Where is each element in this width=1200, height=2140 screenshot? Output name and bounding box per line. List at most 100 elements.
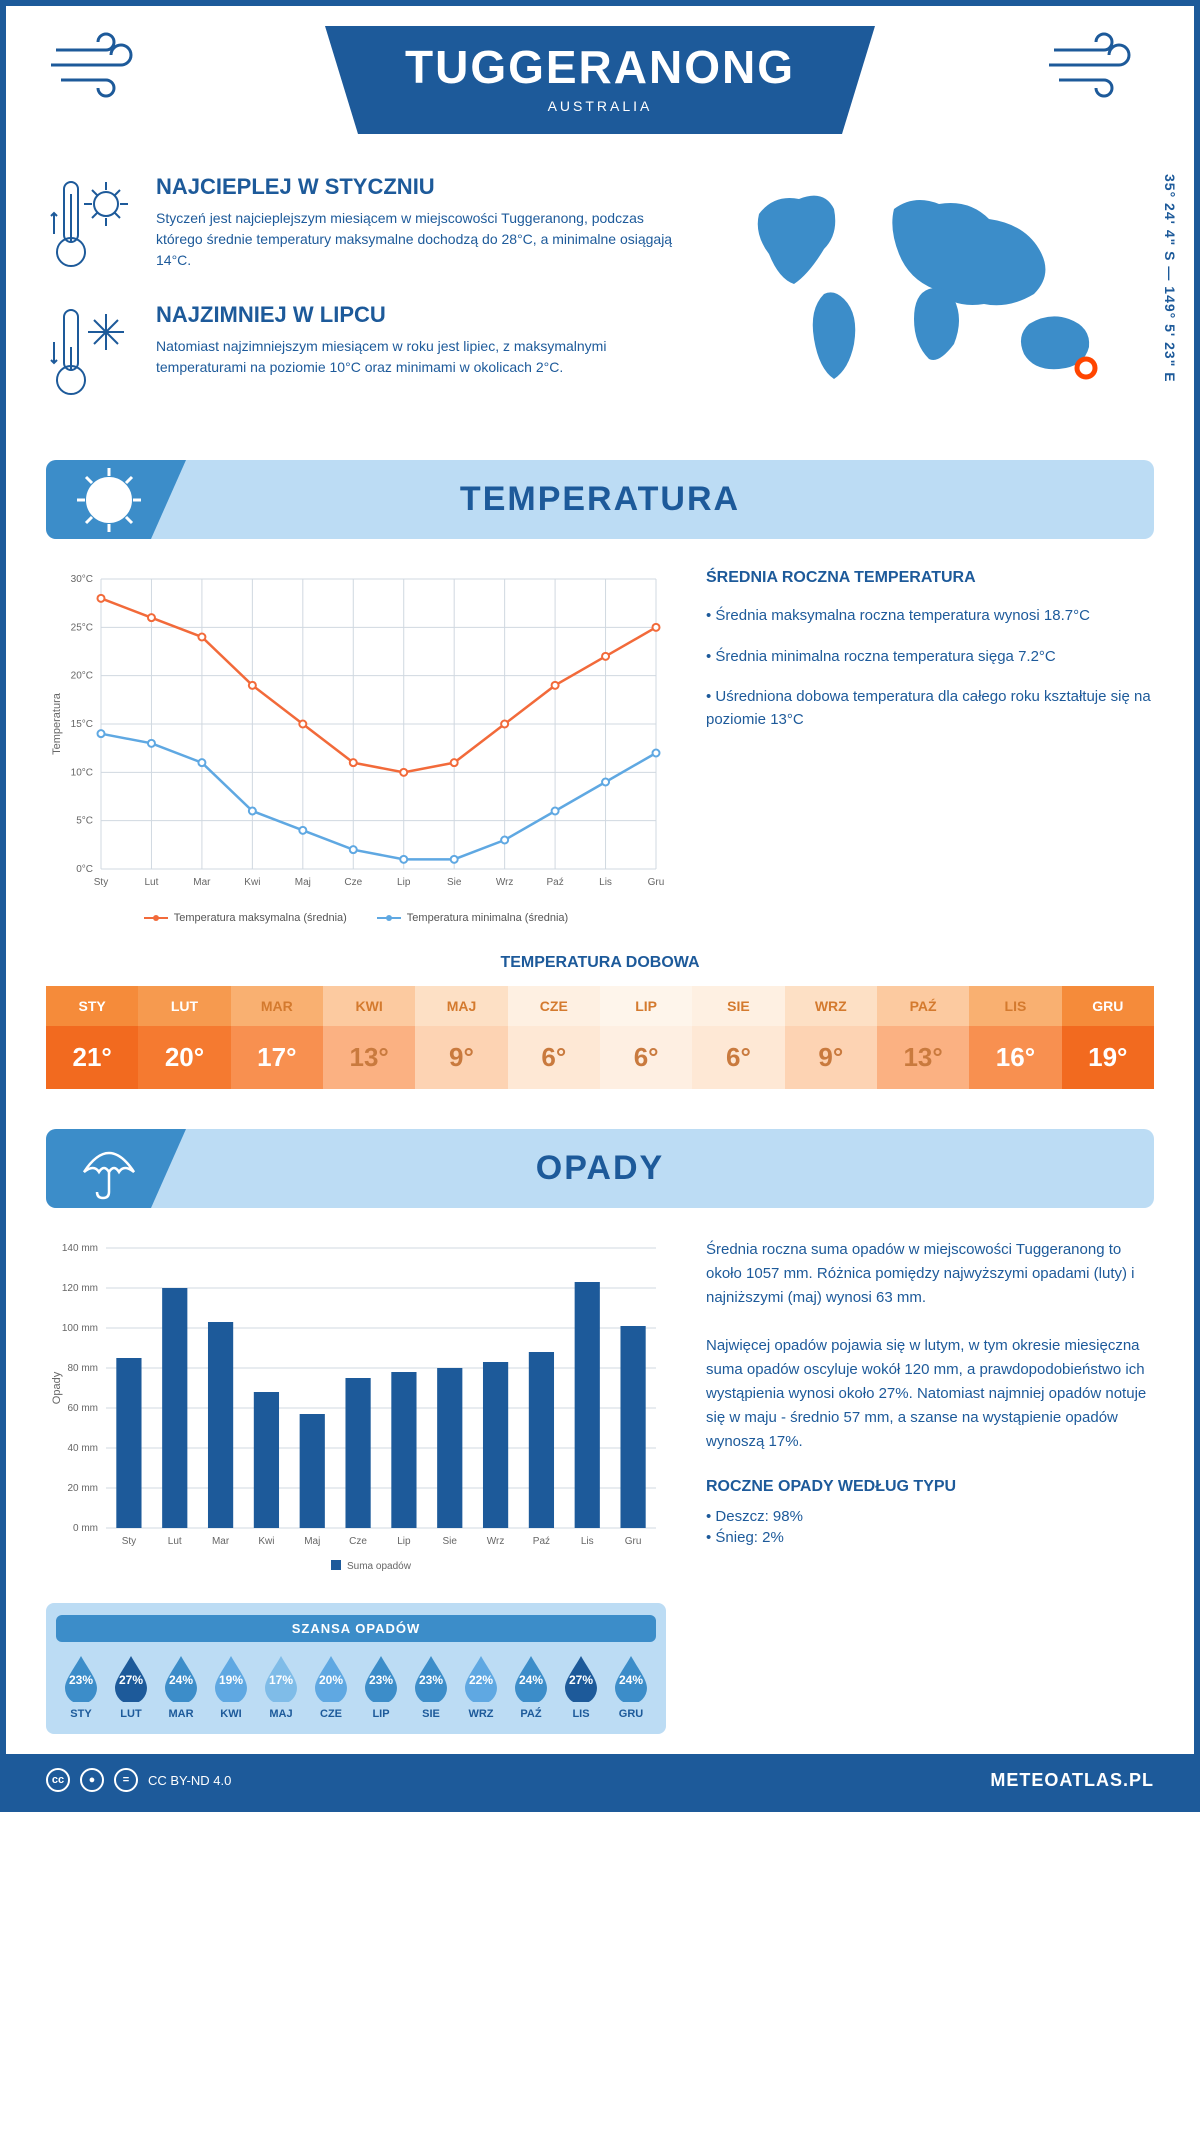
hottest-block: NAJCIEPLEJ W STYCZNIU Styczeń jest najci… <box>46 174 684 274</box>
legend-min: Temperatura minimalna (średnia) <box>377 912 568 924</box>
drop-icon: 27% <box>111 1654 151 1702</box>
drop-icon: 24% <box>611 1654 651 1702</box>
temp-legend: Temperatura maksymalna (średnia) Tempera… <box>46 912 666 924</box>
hottest-title: NAJCIEPLEJ W STYCZNIU <box>156 174 684 200</box>
hottest-desc: Styczeń jest najcieplejszym miesiącem w … <box>156 208 684 271</box>
daily-cell: MAR17° <box>231 986 323 1089</box>
temp-bullet-1: • Średnia maksymalna roczna temperatura … <box>706 605 1154 628</box>
chance-cell: 27%LUT <box>106 1654 156 1720</box>
precip-rain: • Deszcz: 98% <box>706 1508 1154 1525</box>
coldest-block: NAJZIMNIEJ W LIPCU Natomiast najzimniejs… <box>46 302 684 402</box>
svg-text:15°C: 15°C <box>71 719 93 730</box>
daily-cell: STY21° <box>46 986 138 1089</box>
chance-cell: 24%MAR <box>156 1654 206 1720</box>
by-icon: ● <box>80 1768 104 1792</box>
daily-cell: KWI13° <box>323 986 415 1089</box>
svg-text:60 mm: 60 mm <box>67 1403 98 1414</box>
map-container: 35° 24' 4" S — 149° 5' 23" E <box>714 174 1154 430</box>
footer: cc ● = CC BY-ND 4.0 METEOATLAS.PL <box>6 1754 1194 1806</box>
sun-icon <box>74 465 144 535</box>
temp-heading: TEMPERATURA <box>66 480 1134 519</box>
daily-cell: LUT20° <box>138 986 230 1089</box>
temp-section-banner: TEMPERATURA <box>46 460 1154 539</box>
svg-text:5°C: 5°C <box>76 816 93 827</box>
svg-text:Wrz: Wrz <box>496 877 514 888</box>
precip-row: 0 mm20 mm40 mm60 mm80 mm100 mm120 mm140 … <box>6 1238 1194 1754</box>
svg-text:Paź: Paź <box>546 877 563 888</box>
city-name: TUGGERANONG <box>405 40 795 94</box>
svg-text:Lis: Lis <box>581 1536 594 1547</box>
svg-text:Opady: Opady <box>51 1371 63 1404</box>
intro-facts: NAJCIEPLEJ W STYCZNIU Styczeń jest najci… <box>46 174 684 430</box>
coldest-title: NAJZIMNIEJ W LIPCU <box>156 302 684 328</box>
chance-cell: 23%STY <box>56 1654 106 1720</box>
svg-text:0°C: 0°C <box>76 864 93 875</box>
chance-row: 23%STY27%LUT24%MAR19%KWI17%MAJ20%CZE23%L… <box>56 1654 656 1720</box>
svg-text:Sie: Sie <box>447 877 462 888</box>
svg-text:10°C: 10°C <box>71 767 93 778</box>
drop-icon: 17% <box>261 1654 301 1702</box>
precip-snow: • Śnieg: 2% <box>706 1529 1154 1546</box>
drop-icon: 24% <box>511 1654 551 1702</box>
svg-text:Temperatura: Temperatura <box>51 692 63 755</box>
svg-text:Lip: Lip <box>397 1536 411 1547</box>
daily-cell: WRZ9° <box>785 986 877 1089</box>
svg-text:Mar: Mar <box>212 1536 230 1547</box>
precip-para-1: Średnia roczna suma opadów w miejscowośc… <box>706 1238 1154 1310</box>
svg-text:Kwi: Kwi <box>244 877 260 888</box>
precip-chance-box: SZANSA OPADÓW 23%STY27%LUT24%MAR19%KWI17… <box>46 1603 666 1734</box>
svg-text:100 mm: 100 mm <box>62 1323 98 1334</box>
temp-summary-title: ŚREDNIA ROCZNA TEMPERATURA <box>706 569 1154 587</box>
chance-cell: 24%GRU <box>606 1654 656 1720</box>
chance-title: SZANSA OPADÓW <box>56 1615 656 1642</box>
drop-icon: 22% <box>461 1654 501 1702</box>
world-map-icon <box>714 174 1154 404</box>
chance-cell: 22%WRZ <box>456 1654 506 1720</box>
daily-cell: SIE6° <box>692 986 784 1089</box>
temp-summary: ŚREDNIA ROCZNA TEMPERATURA • Średnia mak… <box>706 569 1154 924</box>
drop-icon: 27% <box>561 1654 601 1702</box>
precip-right-col: Średnia roczna suma opadów w miejscowośc… <box>706 1238 1154 1734</box>
svg-text:Lut: Lut <box>168 1536 182 1547</box>
daily-cell: LIP6° <box>600 986 692 1089</box>
country-name: AUSTRALIA <box>405 98 795 114</box>
drop-icon: 23% <box>61 1654 101 1702</box>
daily-cell: LIS16° <box>969 986 1061 1089</box>
daily-cell: CZE6° <box>508 986 600 1089</box>
nd-icon: = <box>114 1768 138 1792</box>
drop-icon: 19% <box>211 1654 251 1702</box>
svg-text:Cze: Cze <box>344 877 362 888</box>
precip-section-banner: OPADY <box>46 1129 1154 1208</box>
temp-bullet-2: • Średnia minimalna roczna temperatura s… <box>706 646 1154 669</box>
svg-text:Wrz: Wrz <box>487 1536 505 1547</box>
coordinates: 35° 24' 4" S — 149° 5' 23" E <box>1162 174 1178 383</box>
chance-cell: 20%CZE <box>306 1654 356 1720</box>
thermometer-cold-icon <box>46 302 136 402</box>
temp-bullet-3: • Uśredniona dobowa temperatura dla całe… <box>706 686 1154 731</box>
legend-max: Temperatura maksymalna (średnia) <box>144 912 347 924</box>
wind-icon <box>1044 30 1154 100</box>
chance-cell: 19%KWI <box>206 1654 256 1720</box>
chance-cell: 23%LIP <box>356 1654 406 1720</box>
daily-cell: GRU19° <box>1062 986 1154 1089</box>
svg-text:Sty: Sty <box>94 877 108 888</box>
svg-text:0 mm: 0 mm <box>73 1523 98 1534</box>
svg-text:Lip: Lip <box>397 877 411 888</box>
svg-text:Kwi: Kwi <box>258 1536 274 1547</box>
precip-para-2: Najwięcej opadów pojawia się w lutym, w … <box>706 1334 1154 1454</box>
svg-text:Paź: Paź <box>533 1536 550 1547</box>
drop-icon: 23% <box>411 1654 451 1702</box>
svg-text:Sie: Sie <box>443 1536 458 1547</box>
chance-cell: 27%LIS <box>556 1654 606 1720</box>
svg-text:20°C: 20°C <box>71 671 93 682</box>
daily-temp-title: TEMPERATURA DOBOWA <box>6 954 1194 972</box>
thermometer-hot-icon <box>46 174 136 274</box>
svg-text:40 mm: 40 mm <box>67 1443 98 1454</box>
svg-text:120 mm: 120 mm <box>62 1283 98 1294</box>
svg-text:Cze: Cze <box>349 1536 367 1547</box>
daily-cell: MAJ9° <box>415 986 507 1089</box>
coldest-text: NAJZIMNIEJ W LIPCU Natomiast najzimniejs… <box>156 302 684 402</box>
svg-text:30°C: 30°C <box>71 574 93 585</box>
cc-icon: cc <box>46 1768 70 1792</box>
site-name: METEOATLAS.PL <box>990 1770 1154 1791</box>
